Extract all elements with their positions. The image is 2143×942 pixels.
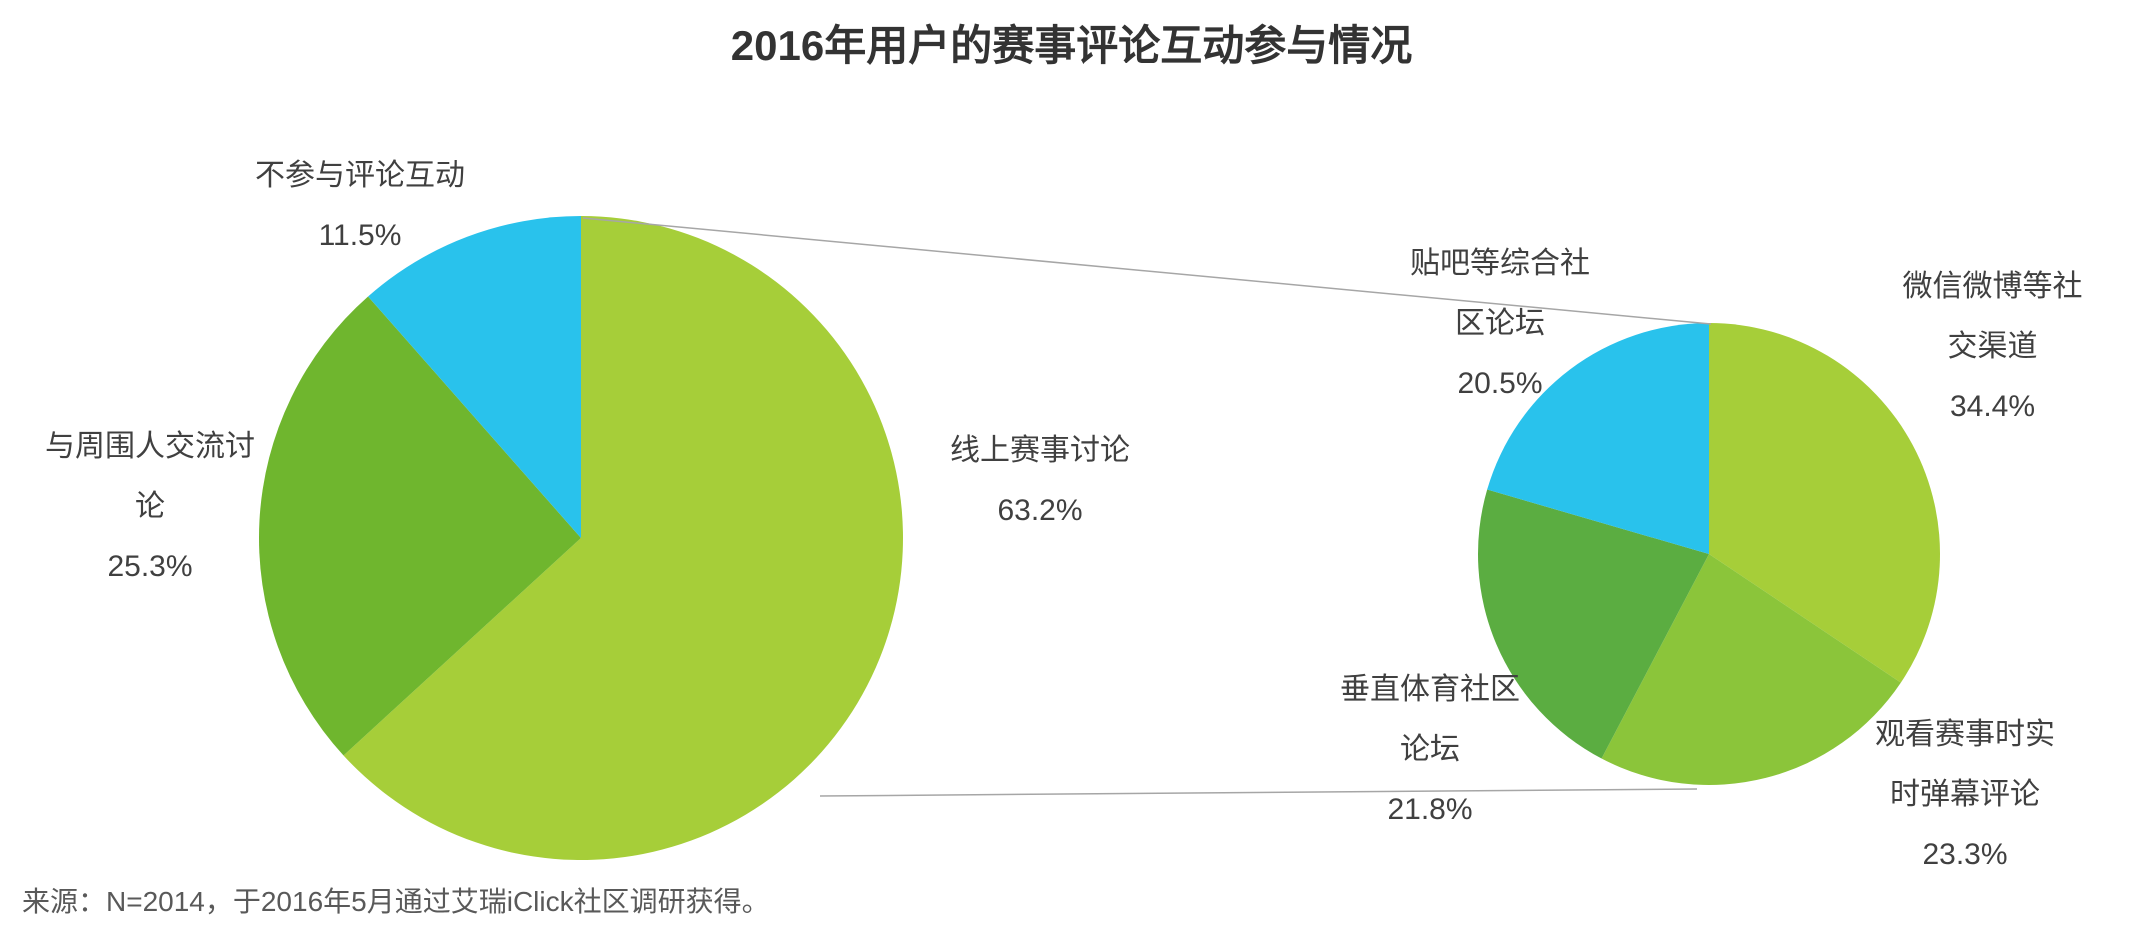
label-line: 23.3% [1922,838,2008,871]
label-line: 11.5% [318,219,402,252]
label-online-discussion: 线上赛事讨论 63.2% [880,421,1200,541]
label-offline-discussion: 与周围人交流讨论 25.3% [0,417,300,597]
label-tieba-forums: 贴吧等综合社 区论坛 20.5% [1330,234,1670,414]
label-line: 25.3% [107,550,193,583]
pie-2-slice-1 [1709,323,1941,683]
pie-2-slice-2 [1601,554,1901,786]
label-line: 与周围人交流讨 [45,430,255,463]
label-line: 时弹幕评论 [1890,778,2040,811]
label-line: 贴吧等综合社 [1410,247,1590,280]
label-line: 34.4% [1949,390,2036,423]
pie-1-slice-1 [343,216,903,861]
label-wechat-weibo-channels: 微信微博等社 交渠道 34.4% [1845,257,2140,437]
pie-1-slice-2 [258,296,581,756]
label-line: 垂直体育社区 [1340,673,1520,706]
label-line: 21.8% [1387,793,1473,826]
connector-line [582,217,1712,325]
label-line: 20.5% [1457,367,1543,400]
source-note: 来源：N=2014，于2016年5月通过艾瑞iClick社区调研获得。 [22,886,770,917]
label-line: 63.2% [997,494,1083,527]
pie-2-slice-3 [1477,489,1709,759]
label-line: 微信微博等社 [1902,270,2083,303]
label-line: 交渠道 [1947,330,2038,363]
label-line: 不参与评论互动 [255,159,465,192]
label-no-participation: 不参与评论互动 11.5% [140,146,580,266]
label-live-danmu-comments: 观看赛事时实 时弹幕评论 23.3% [1790,705,2140,885]
pie-2-slice-4 [1487,323,1709,554]
label-line: 观看赛事时实 [1875,718,2055,751]
label-vertical-sports-forums: 垂直体育社区 论坛 21.8% [1260,660,1600,840]
label-line: 线上赛事讨论 [950,434,1130,467]
label-line: 区论坛 [1455,307,1545,340]
connector-line [819,788,1698,797]
chart-title: 2016年用户的赛事评论互动参与情况 [730,22,1413,69]
pie-1-slice-3 [368,216,581,538]
label-line: 论 [135,490,165,523]
label-line: 论坛 [1400,733,1460,766]
